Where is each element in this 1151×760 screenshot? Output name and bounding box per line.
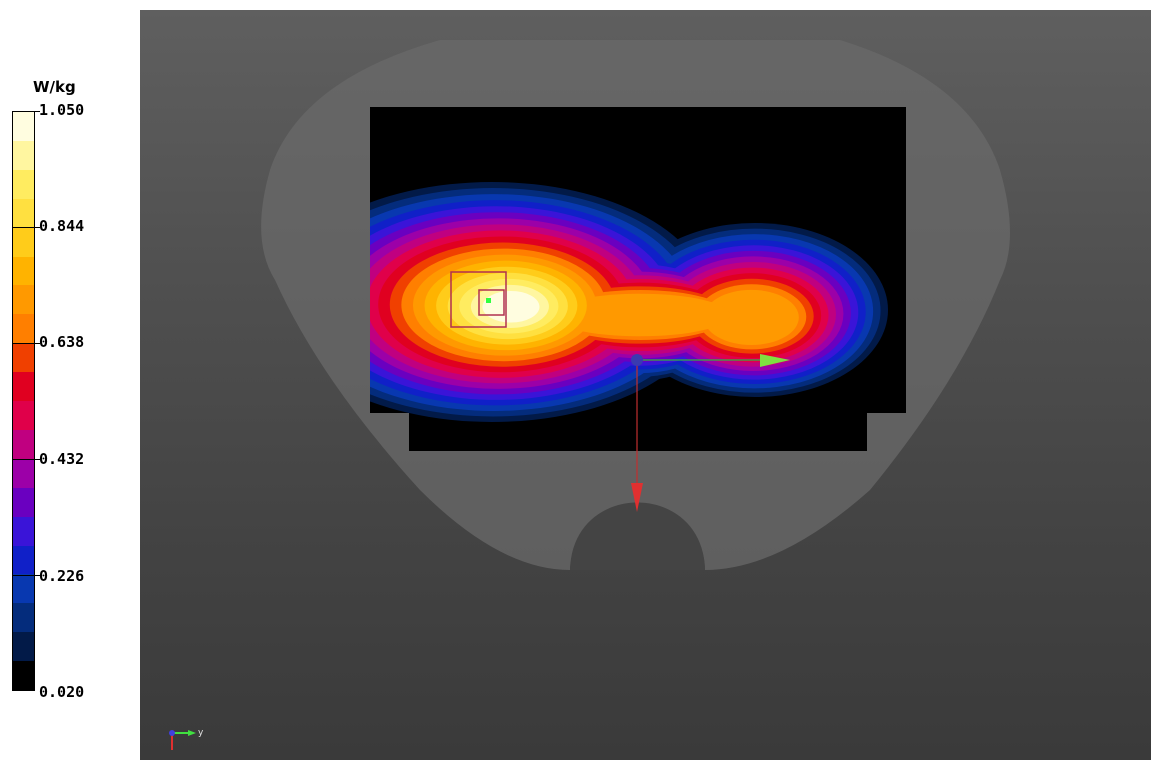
colorbar-swatch [13,487,34,518]
zoom-scan-box [478,289,505,316]
color-legend: W/kg 1.050 0.844 0.638 0.432 0.226 0.020 [0,0,140,760]
orientation-triad: y [169,728,204,750]
colorbar-swatch [13,603,34,633]
colorbar-swatch [13,169,34,200]
legend-tick-label: 0.638 [39,333,85,351]
colorbar-swatch [13,198,34,229]
colorbar-swatch [13,372,34,402]
colorbar-swatch [13,661,34,691]
colorbar-swatch [13,227,34,258]
axis-origin-handle[interactable] [631,354,643,366]
legend-tick-mark [12,575,40,576]
area-scan-box [450,271,507,328]
colorbar-swatch [13,458,34,489]
colorbar-swatch [13,632,34,662]
colorbar-swatch [13,285,34,315]
legend-tick-mark [12,111,40,112]
sar-contour-level [482,290,540,323]
legend-unit-label: W/kg [33,78,76,96]
colorbar-swatch [13,545,34,575]
colorbar-swatch [13,516,34,547]
colorbar-swatch [13,314,34,344]
colorbar-swatch [13,574,34,604]
colorbar-swatch [13,112,34,142]
legend-tick-mark [12,459,40,460]
colorbar-swatch [13,429,34,460]
legend-tick-label-min: 0.020 [39,683,85,701]
legend-tick-label: 0.844 [39,217,85,235]
y-axis-arrow[interactable] [760,354,790,367]
phantom-cutout [570,502,705,570]
legend-tick-label: 0.226 [39,567,85,585]
colorbar [12,111,35,691]
legend-tick-label-max: 1.050 [39,101,85,119]
colorbar-swatch [13,256,34,286]
colorbar-swatch [13,401,34,431]
legend-tick-mark [12,227,40,228]
render-viewport[interactable]: y [140,10,1151,760]
legend-tick-label: 0.432 [39,450,85,468]
viewport-scene: y [169,40,1011,750]
x-axis-arrow[interactable] [631,483,643,512]
peak-marker [486,298,491,303]
colorbar-swatch [13,140,34,171]
triad-axis-label: y [198,728,204,738]
colorbar-swatch [13,343,34,373]
legend-tick-mark [12,343,40,344]
